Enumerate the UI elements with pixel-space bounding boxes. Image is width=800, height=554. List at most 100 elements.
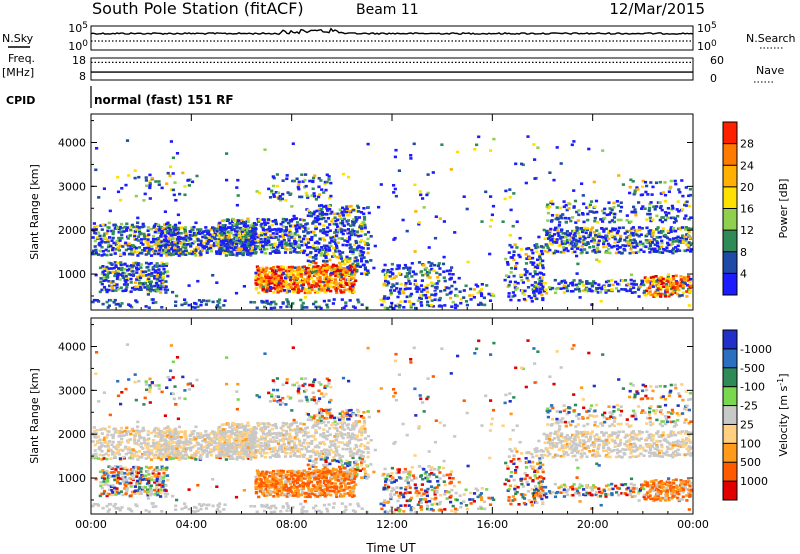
data-cell — [244, 225, 248, 228]
data-cell — [93, 245, 97, 248]
data-cell — [357, 216, 361, 219]
data-cell — [653, 247, 657, 251]
data-cell — [234, 437, 238, 440]
data-cell — [155, 279, 159, 282]
data-cell — [223, 428, 227, 431]
data-cell — [171, 245, 175, 249]
data-cell — [550, 200, 554, 203]
data-cell — [334, 283, 339, 287]
data-cell — [689, 216, 693, 219]
data-cell — [175, 447, 179, 450]
data-cell — [297, 288, 301, 291]
data-cell — [199, 432, 203, 435]
data-cell — [228, 426, 232, 429]
data-cell — [645, 277, 649, 280]
data-cell — [300, 270, 304, 274]
data-cell — [688, 187, 692, 191]
data-cell — [174, 300, 178, 304]
data-cell — [552, 233, 557, 236]
data-cell — [144, 179, 148, 182]
data-cell — [277, 431, 281, 435]
data-cell — [290, 242, 294, 245]
data-cell — [98, 249, 102, 253]
data-cell — [284, 219, 288, 223]
data-cell — [652, 249, 657, 253]
data-cell — [590, 239, 594, 243]
data-cell — [562, 286, 566, 290]
data-cell — [443, 279, 447, 283]
data-cell — [553, 278, 557, 282]
data-cell — [165, 434, 170, 438]
data-cell — [543, 249, 547, 253]
data-cell — [234, 291, 239, 295]
data-cell — [329, 285, 334, 289]
data-cell — [132, 264, 136, 267]
data-cell — [119, 230, 123, 233]
data-cell — [150, 248, 154, 251]
data-cell — [355, 269, 359, 272]
data-cell — [339, 257, 344, 260]
data-cell — [590, 303, 594, 306]
data-cell — [646, 212, 650, 216]
data-cell — [264, 283, 268, 287]
data-cell — [424, 272, 428, 276]
data-cell — [667, 273, 671, 276]
data-cell — [160, 261, 164, 265]
data-cell — [114, 469, 118, 473]
data-cell — [146, 226, 150, 229]
data-cell — [131, 253, 135, 256]
data-cell — [341, 232, 345, 236]
data-cell — [107, 226, 111, 229]
data-cell — [159, 284, 163, 287]
data-cell — [569, 219, 573, 223]
data-cell — [422, 206, 426, 209]
data-cell — [257, 266, 261, 270]
data-cell — [176, 245, 180, 249]
data-cell — [255, 265, 259, 268]
data-cell — [293, 285, 298, 289]
data-cell — [154, 222, 158, 226]
data-cell — [365, 273, 369, 276]
data-cell — [206, 446, 210, 449]
data-cell — [183, 298, 187, 301]
data-cell — [111, 248, 115, 252]
data-cell — [235, 252, 239, 255]
data-cell — [660, 239, 664, 243]
data-cell — [311, 256, 315, 259]
data-cell — [130, 265, 134, 269]
data-cell — [643, 289, 647, 293]
data-cell — [167, 249, 171, 252]
data-cell — [669, 280, 673, 283]
data-cell — [397, 272, 402, 275]
data-cell — [573, 199, 578, 203]
data-cell — [509, 256, 513, 259]
data-cell — [149, 492, 153, 495]
data-cell — [96, 440, 100, 443]
data-cell — [243, 243, 247, 246]
data-cell — [125, 264, 129, 268]
data-cell — [270, 243, 275, 246]
data-cell — [664, 213, 668, 217]
data-cell — [184, 301, 188, 304]
data-cell — [122, 276, 126, 280]
data-cell — [284, 228, 289, 232]
data-cell — [246, 251, 250, 254]
data-cell — [215, 242, 219, 246]
data-cell — [325, 288, 330, 292]
data-cell — [623, 249, 627, 252]
data-cell — [320, 266, 324, 269]
data-cell — [237, 443, 242, 446]
data-cell — [314, 300, 318, 304]
data-cell — [155, 238, 159, 241]
data-cell — [293, 233, 297, 237]
data-cell — [284, 279, 288, 282]
data-cell — [295, 177, 299, 181]
data-cell — [191, 228, 195, 232]
data-cell — [175, 294, 179, 298]
data-cell — [123, 243, 127, 246]
data-cell — [540, 276, 544, 279]
data-cell — [683, 279, 687, 282]
data-cell — [160, 244, 164, 247]
data-cell — [278, 270, 282, 274]
data-cell — [663, 233, 667, 237]
